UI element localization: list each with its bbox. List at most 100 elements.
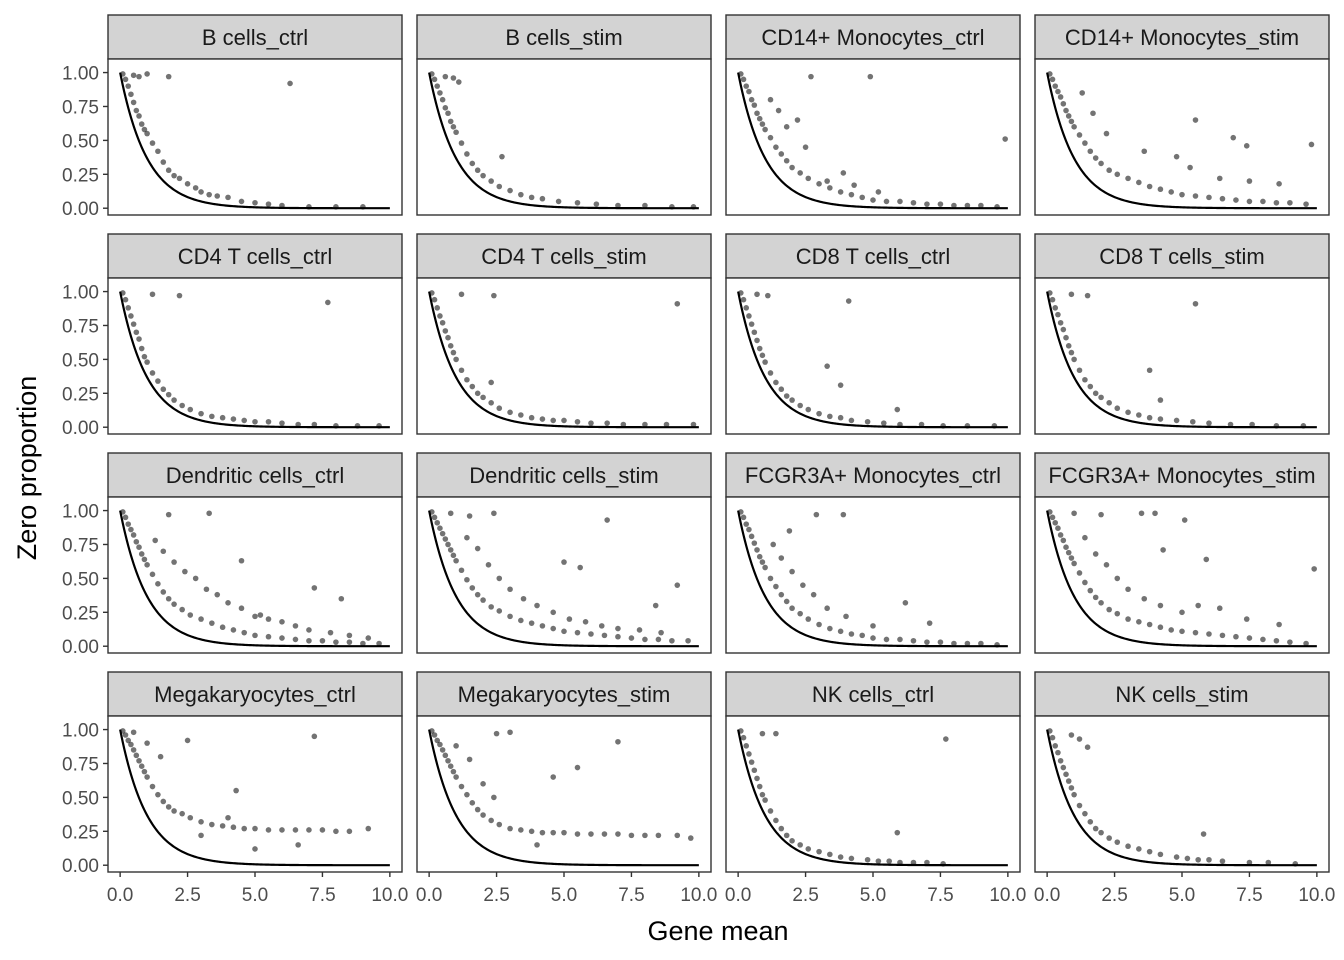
data-point xyxy=(518,827,524,833)
y-tick-label: 0.75 xyxy=(62,754,99,775)
data-point xyxy=(926,620,933,626)
data-point xyxy=(1090,110,1096,117)
data-point xyxy=(1057,319,1064,326)
data-point xyxy=(762,126,768,133)
facet-panel: CD14+ Monocytes_stim xyxy=(1034,14,1330,216)
y-tick-label: 0.25 xyxy=(62,603,99,624)
facet-strip xyxy=(416,233,712,279)
y-tick-label: 0.00 xyxy=(62,856,99,877)
data-point xyxy=(1243,616,1250,622)
data-point xyxy=(474,545,481,552)
x-tick-label: 5.0 xyxy=(1169,885,1195,906)
data-point xyxy=(346,632,353,639)
data-point xyxy=(155,148,161,155)
data-point xyxy=(458,367,465,374)
data-point xyxy=(192,575,199,582)
facet-panel: NK cells_stim 0.0 2.5 5.0 7.5 10.0 xyxy=(1034,671,1335,906)
data-point xyxy=(165,511,172,518)
data-point xyxy=(848,191,855,198)
data-point xyxy=(1219,195,1226,202)
data-point xyxy=(130,729,137,736)
facet-title: Dendritic cells_stim xyxy=(469,463,659,488)
data-point xyxy=(840,511,847,518)
data-point xyxy=(789,568,795,575)
data-point xyxy=(450,124,457,130)
data-point xyxy=(122,76,129,83)
data-point xyxy=(1057,94,1064,100)
plot-area xyxy=(416,58,712,216)
data-point xyxy=(1260,636,1266,643)
data-point xyxy=(1055,525,1061,531)
data-point xyxy=(1076,132,1083,138)
data-point xyxy=(1216,175,1223,182)
data-point xyxy=(756,783,763,790)
data-point xyxy=(816,410,822,417)
data-point xyxy=(738,71,744,77)
data-point xyxy=(233,787,239,794)
data-point xyxy=(762,359,768,365)
data-point xyxy=(1049,76,1056,83)
data-point xyxy=(474,806,481,813)
data-point xyxy=(311,421,318,428)
data-point xyxy=(447,118,454,125)
data-point xyxy=(964,202,971,209)
data-point xyxy=(655,636,662,643)
data-point xyxy=(1192,300,1199,307)
data-point xyxy=(1168,189,1175,195)
data-point xyxy=(1157,602,1164,609)
y-tick-label: 0.25 xyxy=(62,384,99,405)
data-point xyxy=(144,562,150,568)
data-point xyxy=(805,846,812,852)
data-point xyxy=(1055,88,1061,95)
data-point xyxy=(767,370,774,376)
data-point xyxy=(674,300,681,307)
data-point xyxy=(184,737,191,744)
data-point xyxy=(805,175,812,182)
fitted-curve xyxy=(428,510,699,648)
fitted-curve xyxy=(1046,510,1317,648)
data-point xyxy=(466,756,473,763)
data-point xyxy=(141,556,148,563)
data-point xyxy=(480,781,486,787)
data-point xyxy=(574,629,581,636)
data-point xyxy=(265,616,272,622)
facet-title: FCGR3A+ Monocytes_ctrl xyxy=(745,463,1001,488)
facet-title: NK cells_ctrl xyxy=(812,682,934,707)
data-point xyxy=(480,812,486,818)
data-point xyxy=(1292,861,1299,867)
data-point xyxy=(1052,519,1059,526)
data-point xyxy=(157,753,164,760)
data-point xyxy=(447,763,454,769)
data-point xyxy=(767,808,774,814)
data-point xyxy=(1179,191,1185,198)
data-point xyxy=(187,406,194,413)
data-point xyxy=(1187,164,1193,171)
data-point xyxy=(171,601,177,607)
fitted-curve xyxy=(1046,729,1317,867)
data-point xyxy=(754,291,760,298)
facet-panel: FCGR3A+ Monocytes_ctrl xyxy=(725,452,1021,654)
data-point xyxy=(488,604,494,610)
y-tick-label: 0.75 xyxy=(62,535,99,556)
data-point xyxy=(754,337,760,344)
data-point xyxy=(652,602,659,609)
data-point xyxy=(214,193,221,199)
data-point xyxy=(507,613,513,620)
data-point xyxy=(1106,606,1112,613)
data-point xyxy=(1098,600,1104,606)
x-tick-label: 10.0 xyxy=(680,885,717,906)
data-point xyxy=(759,352,766,359)
data-point xyxy=(306,204,312,210)
data-point xyxy=(918,421,925,428)
data-point xyxy=(133,752,140,759)
data-point xyxy=(279,635,285,641)
data-point xyxy=(458,140,465,146)
facet-title: CD8 T cells_stim xyxy=(1099,244,1264,269)
data-point xyxy=(238,605,245,612)
data-point xyxy=(219,414,226,421)
data-point xyxy=(783,157,790,164)
data-point xyxy=(1273,637,1280,644)
data-point xyxy=(179,606,185,613)
data-point xyxy=(1125,616,1131,622)
data-point xyxy=(539,195,546,202)
